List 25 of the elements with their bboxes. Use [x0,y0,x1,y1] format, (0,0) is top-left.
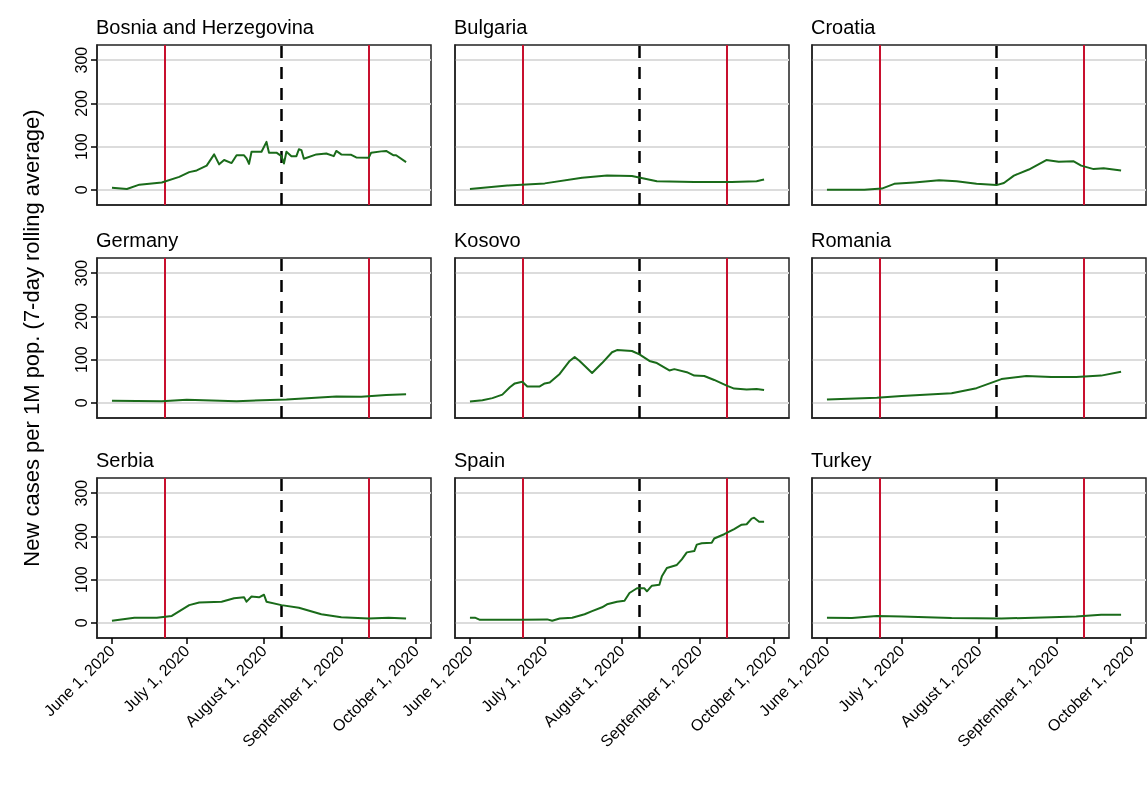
chart-title: Germany [96,228,179,251]
line-series [110,393,408,403]
y-tick-label: 100 [72,133,90,160]
y-tick-label: 200 [72,522,90,550]
y-tick-label: 0 [72,398,90,408]
chart-title: Croatia [811,15,877,38]
y-axis-title: New cases per 1M pop. (7-day rolling average) [18,109,44,567]
chart-title: Bosnia and Herzegovina [96,15,315,38]
y-tick-label: 300 [72,259,90,287]
chart-title: Kosovo [454,228,521,251]
y-tick-label: 200 [72,302,90,330]
y-tick-label: 0 [72,618,90,628]
chart-title: Bulgaria [454,15,529,38]
y-tick-label: 100 [72,566,90,593]
chart-title: Spain [454,448,506,471]
y-tick-label: 0 [72,185,90,195]
y-tick-label: 300 [72,46,90,74]
chart-title: Turkey [811,448,872,471]
line-series [110,140,408,190]
y-tick-label: 100 [72,346,90,373]
chart-title: Romania [811,228,892,251]
y-tick-label: 200 [72,89,90,117]
y-tick-label: 300 [72,479,90,507]
chart-title: Serbia [96,448,155,471]
line-series [110,593,408,622]
